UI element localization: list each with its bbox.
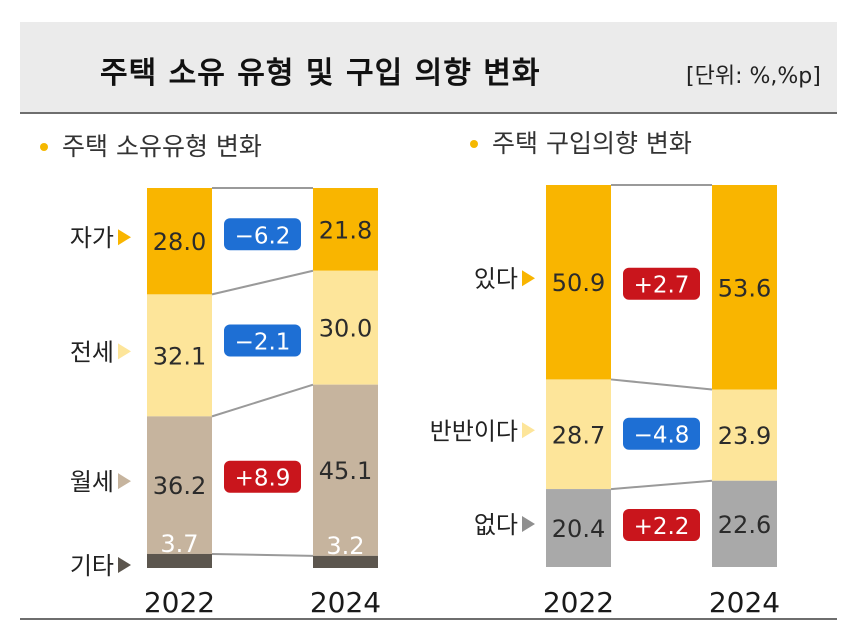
purchase-change-badge-0 [623, 267, 700, 300]
ownership-change-badge-1 [224, 324, 301, 357]
ownership-subtitle-bullet [40, 143, 48, 151]
purchase-change-text-2: +2.2 [634, 514, 690, 540]
ownership-series-label-1: 전세 [70, 338, 114, 366]
ownership-value-2022-3: 3.7 [160, 530, 198, 558]
page-title: 주택 소유 유형 및 구입 의향 변화 [100, 56, 541, 91]
purchase-change-text-1: −4.8 [634, 423, 690, 449]
purchase-value-2022-1: 28.7 [552, 421, 605, 449]
ownership-bar-2024-segment-2 [313, 384, 378, 556]
unit-label: [단위: %,%p] [686, 64, 821, 89]
purchase-bar-2024-segment-0 [712, 185, 777, 390]
ownership-change-text-2: +8.9 [235, 466, 291, 492]
purchase-change-badge-2 [623, 508, 700, 541]
ownership-connector-0 [211, 269, 314, 296]
purchase-bar-2022-segment-1 [546, 379, 611, 490]
ownership-series-marker-3 [118, 557, 131, 573]
purchase-subtitle: 주택 구입의향 변화 [492, 129, 692, 158]
purchase-series-marker-1 [522, 422, 535, 439]
purchase-series-label-2: 없다 [474, 511, 518, 539]
purchase-year-2024: 2024 [709, 586, 780, 619]
purchase-year-2022: 2022 [543, 586, 614, 619]
title-banner: 주택 소유 유형 및 구입 의향 변화 [단위: %,%p] [20, 22, 837, 114]
ownership-change-badge-0 [224, 218, 301, 251]
ownership-series-label-0: 자가 [70, 224, 114, 252]
ownership-change-badge-2 [224, 460, 301, 493]
purchase-connector-1 [610, 479, 713, 491]
ownership-bar-2022-segment-3 [147, 553, 212, 568]
purchase-bar-2022-segment-2 [546, 489, 611, 567]
ownership-year-2022: 2022 [144, 586, 215, 619]
purchase-series-label-0: 있다 [474, 265, 518, 293]
bottom-divider [20, 618, 837, 620]
purchase-value-2024-2: 22.6 [718, 511, 771, 539]
ownership-bar-2022-segment-1 [147, 294, 212, 417]
ownership-bar-2024-segment-0 [313, 188, 378, 271]
ownership-value-2024-1: 30.0 [319, 315, 372, 343]
ownership-series-marker-1 [118, 343, 131, 360]
ownership-bar-2024-segment-1 [313, 270, 378, 385]
ownership-series-label-3: 기타 [70, 552, 114, 580]
purchase-series-marker-0 [522, 270, 535, 287]
ownership-bar-2022-segment-2 [147, 416, 212, 554]
ownership-connector-1 [211, 383, 314, 418]
ownership-value-2022-0: 28.0 [153, 228, 206, 256]
ownership-bar-2024-segment-3 [313, 555, 378, 568]
purchase-bar-2022-segment-0 [546, 185, 611, 380]
purchase-subtitle-bullet [470, 140, 478, 148]
ownership-change-text-1: −2.1 [235, 330, 291, 356]
purchase-bar-2024-segment-2 [712, 480, 777, 567]
ownership-series-marker-0 [118, 229, 131, 246]
purchase-bar-2024-segment-1 [712, 389, 777, 481]
ownership-connector-2 [211, 552, 314, 557]
purchase-connector-0 [610, 378, 713, 391]
purchase-value-2022-0: 50.9 [552, 269, 605, 297]
ownership-year-2024: 2024 [310, 586, 381, 619]
purchase-series-marker-2 [522, 516, 535, 533]
ownership-value-2022-1: 32.1 [153, 342, 206, 370]
ownership-value-2022-2: 36.2 [153, 472, 206, 500]
purchase-change-text-0: +2.7 [634, 273, 690, 299]
purchase-value-2022-2: 20.4 [552, 515, 605, 543]
ownership-bar-2022-segment-0 [147, 188, 212, 295]
ownership-value-2024-3: 3.2 [326, 532, 364, 560]
ownership-series-label-2: 월세 [70, 468, 114, 496]
ownership-value-2024-0: 21.8 [319, 216, 372, 244]
ownership-series-marker-2 [118, 473, 131, 490]
purchase-value-2024-0: 53.6 [718, 274, 771, 302]
purchase-series-label-1: 반반이다 [430, 417, 518, 445]
purchase-value-2024-1: 23.9 [718, 422, 771, 450]
ownership-subtitle: 주택 소유유형 변화 [62, 132, 262, 161]
ownership-change-text-0: −6.2 [235, 223, 291, 249]
purchase-change-badge-1 [623, 417, 700, 450]
ownership-value-2024-2: 45.1 [319, 457, 372, 485]
